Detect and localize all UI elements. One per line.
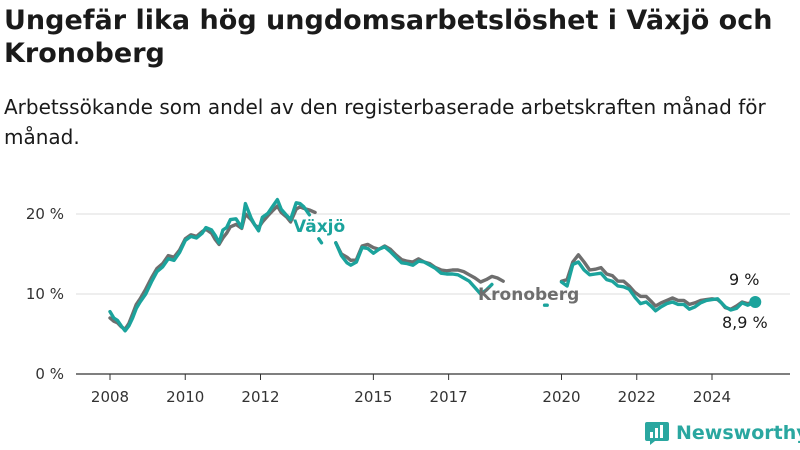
y-tick-label: 10 %	[26, 285, 64, 303]
vaxjo-line	[317, 237, 324, 245]
kronoberg-line	[108, 204, 317, 331]
annotations: Växjö Kronoberg 9 % 8,9 %	[293, 217, 768, 332]
gridlines: 0 % 10 % 20 %	[26, 205, 790, 383]
vaxjo-line	[334, 241, 494, 296]
chart-subtitle: Arbetssökande som andel av den registerb…	[4, 95, 766, 149]
x-tick-label: 2017	[430, 388, 468, 406]
x-tick-label: 2020	[542, 388, 580, 406]
newsworthy-logo-icon	[645, 422, 669, 445]
chart-title: Ungefär lika hög ungdomsarbetslöshet i V…	[4, 5, 773, 69]
end-value-label-top: 9 %	[729, 270, 759, 289]
vaxjo-line	[559, 260, 757, 313]
x-tick-label: 2010	[166, 388, 204, 406]
x-tick-label: 2012	[241, 388, 279, 406]
vaxjo-line	[108, 197, 312, 333]
brand-name: Newsworthy	[676, 422, 800, 444]
kronoberg-line	[559, 253, 757, 311]
vaxjo-series-label: Växjö	[293, 217, 345, 237]
x-tick-label: 2015	[354, 388, 392, 406]
kronoberg-series-label: Kronoberg	[478, 285, 579, 305]
x-tick-label: 2022	[618, 388, 656, 406]
newsworthy-logo: Newsworthy	[644, 418, 800, 448]
end-value-label-bottom: 8,9 %	[722, 313, 768, 332]
end-point-marker	[749, 296, 762, 308]
series-lines	[108, 197, 762, 333]
x-axis: 2008 2010 2012 2015 2017 2020 2022 2024	[91, 374, 731, 406]
y-tick-label: 0 %	[35, 365, 64, 383]
x-tick-label: 2024	[693, 388, 731, 406]
x-tick-label: 2008	[91, 388, 129, 406]
y-tick-label: 20 %	[26, 205, 64, 223]
